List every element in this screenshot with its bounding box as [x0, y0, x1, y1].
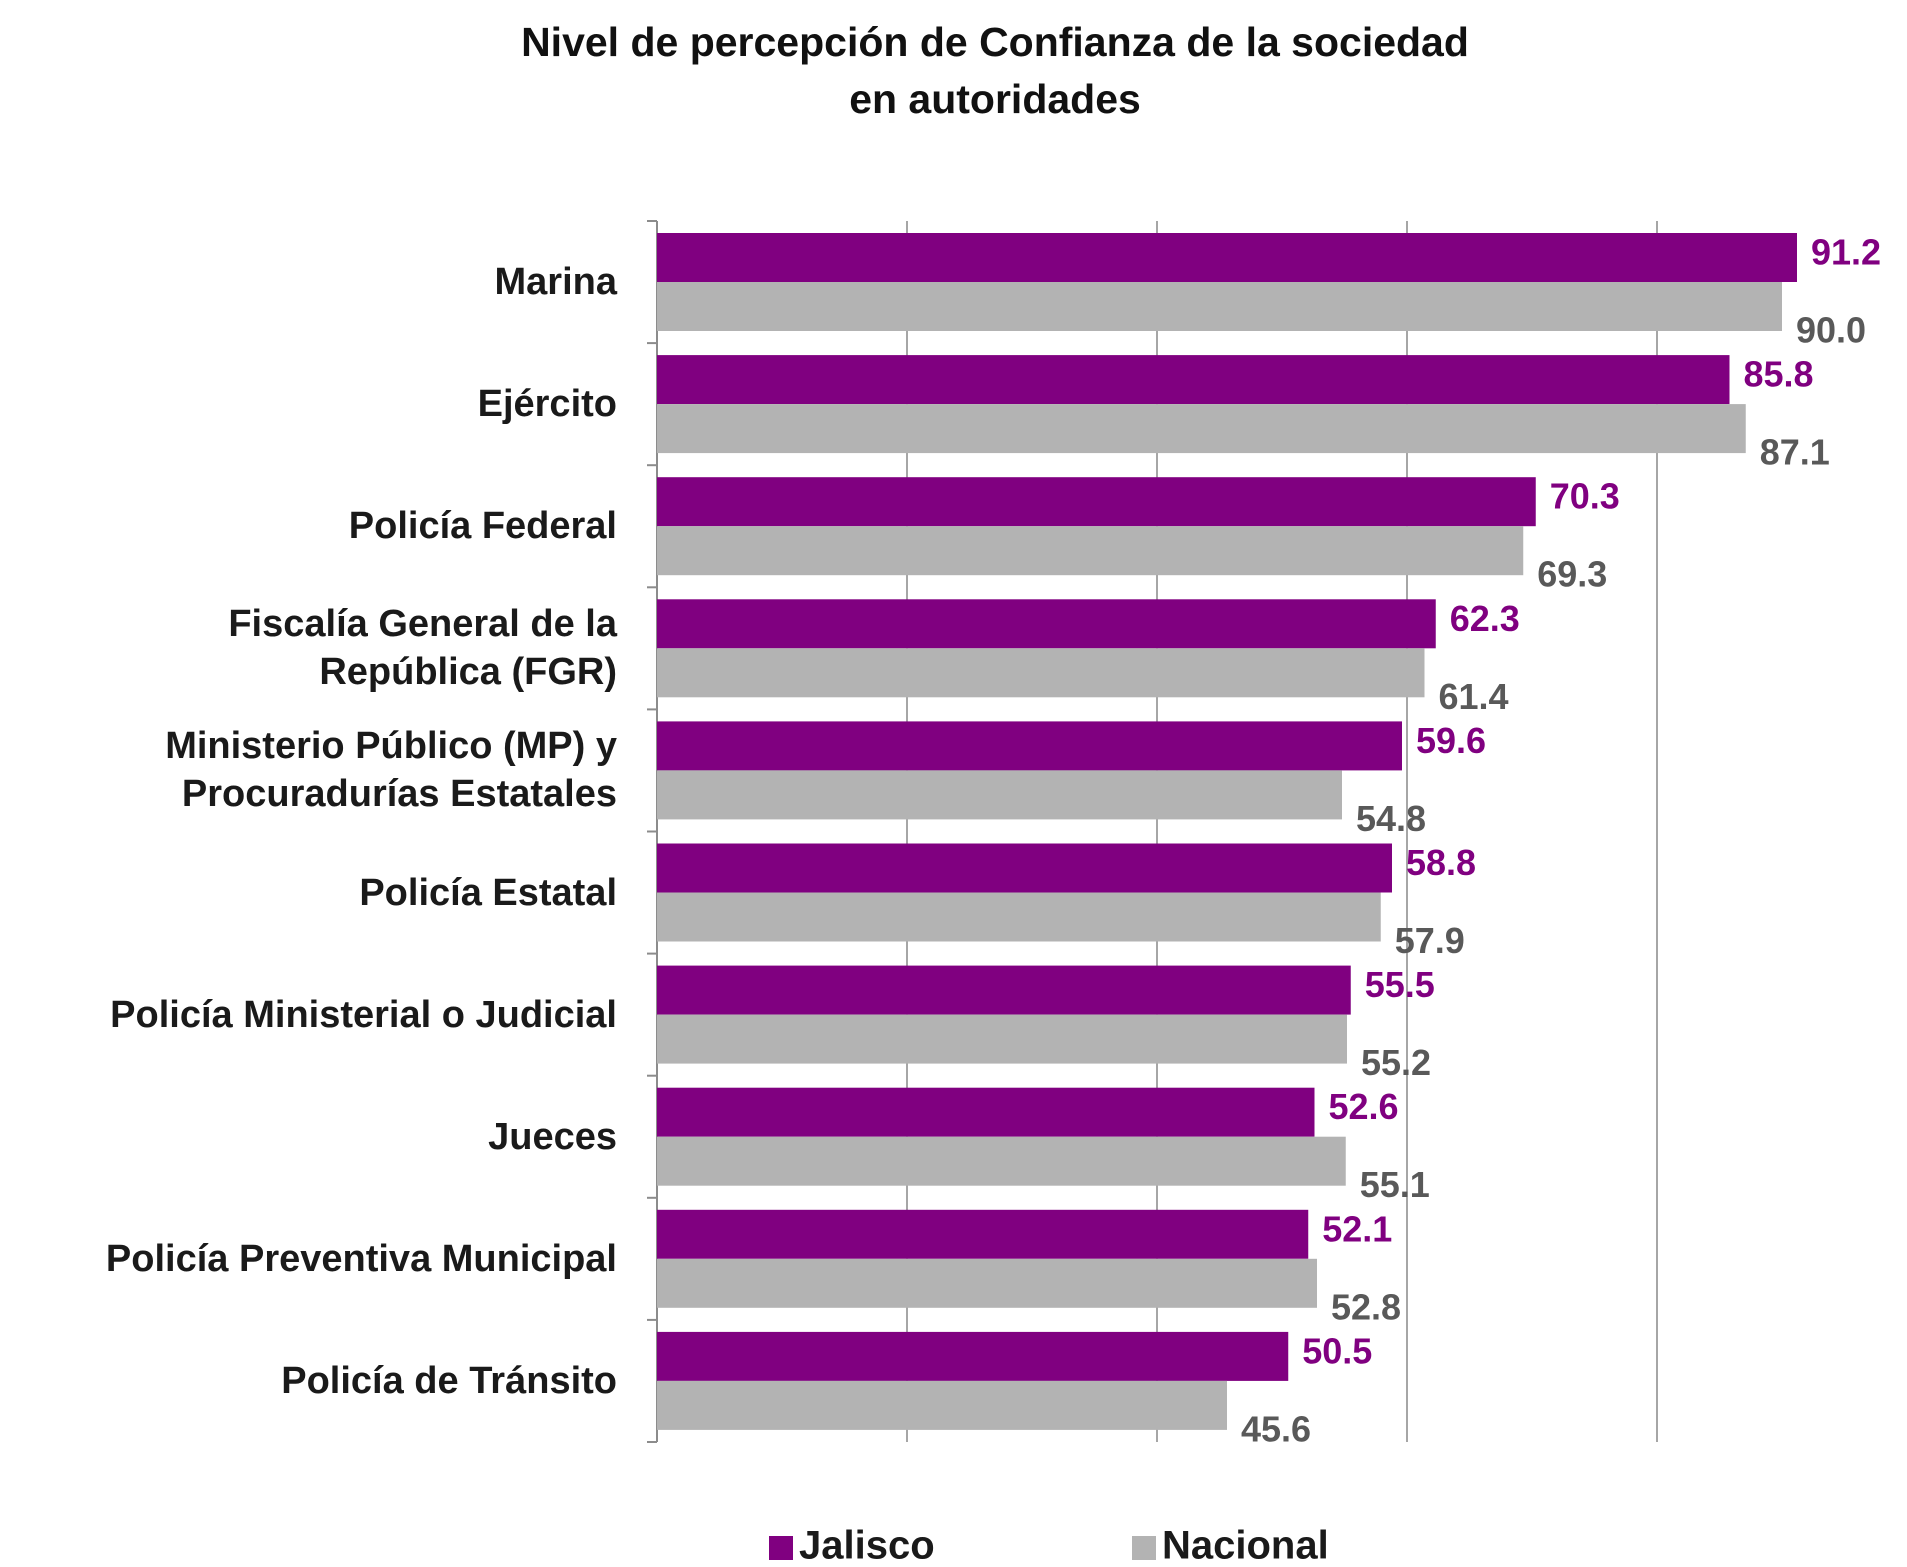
bar — [657, 843, 1392, 893]
bar — [657, 599, 1436, 649]
bar — [657, 1136, 1346, 1186]
legend-label: Nacional — [1162, 1524, 1329, 1567]
value-label: 55.1 — [1360, 1164, 1430, 1205]
bar — [657, 770, 1342, 820]
bar — [657, 721, 1402, 771]
bar — [657, 404, 1746, 454]
category-label: Marina — [494, 261, 617, 304]
category-label: Policía Estatal — [359, 871, 617, 914]
value-label: 45.6 — [1241, 1408, 1311, 1449]
category-label: Policía Preventiva Municipal — [105, 1237, 617, 1280]
value-label: 62.3 — [1450, 598, 1520, 639]
legend-swatch — [769, 1536, 793, 1560]
value-label: 52.1 — [1322, 1208, 1392, 1249]
category-label: Ejército — [477, 383, 617, 426]
legend-label: Jalisco — [799, 1524, 935, 1567]
bar — [657, 1258, 1317, 1308]
category-label: Ministerio Público (MP) y Procuradurías … — [165, 725, 617, 816]
category-label: Fiscalía General de la República (FGR) — [228, 603, 617, 694]
category-label: Jueces — [488, 1115, 617, 1158]
category-label: Policía Federal — [348, 505, 617, 548]
bar — [657, 965, 1351, 1015]
value-label: 50.5 — [1302, 1330, 1372, 1371]
chart-title: Nivel de percepción de Confianza de la s… — [521, 19, 1469, 122]
value-label: 52.6 — [1329, 1086, 1399, 1127]
value-label: 52.8 — [1331, 1286, 1401, 1327]
category-label: Policía de Tránsito — [281, 1359, 617, 1402]
bar — [657, 648, 1425, 698]
legend-swatch — [1132, 1536, 1156, 1560]
bar — [657, 282, 1782, 331]
bar — [657, 233, 1797, 282]
bar — [657, 892, 1381, 942]
category-label: Policía Ministerial o Judicial — [110, 993, 617, 1036]
value-label: 69.3 — [1537, 554, 1607, 595]
value-label: 70.3 — [1550, 476, 1620, 517]
bar — [657, 1331, 1289, 1381]
value-label: 58.8 — [1406, 842, 1476, 883]
value-label: 61.4 — [1439, 676, 1509, 717]
bar — [657, 1209, 1309, 1259]
value-label: 55.5 — [1365, 964, 1435, 1005]
bar — [657, 477, 1536, 527]
bar — [657, 355, 1730, 405]
bar — [657, 1014, 1347, 1064]
value-label: 90.0 — [1796, 310, 1866, 351]
bar — [657, 526, 1524, 576]
value-label: 54.8 — [1356, 798, 1426, 839]
value-label: 55.2 — [1361, 1042, 1431, 1083]
bar — [657, 1380, 1227, 1430]
value-label: 59.6 — [1416, 720, 1486, 761]
value-label: 57.9 — [1395, 920, 1465, 961]
bar — [657, 1087, 1315, 1137]
value-label: 91.2 — [1811, 232, 1881, 273]
value-label: 87.1 — [1760, 432, 1830, 473]
value-label: 85.8 — [1744, 354, 1814, 395]
